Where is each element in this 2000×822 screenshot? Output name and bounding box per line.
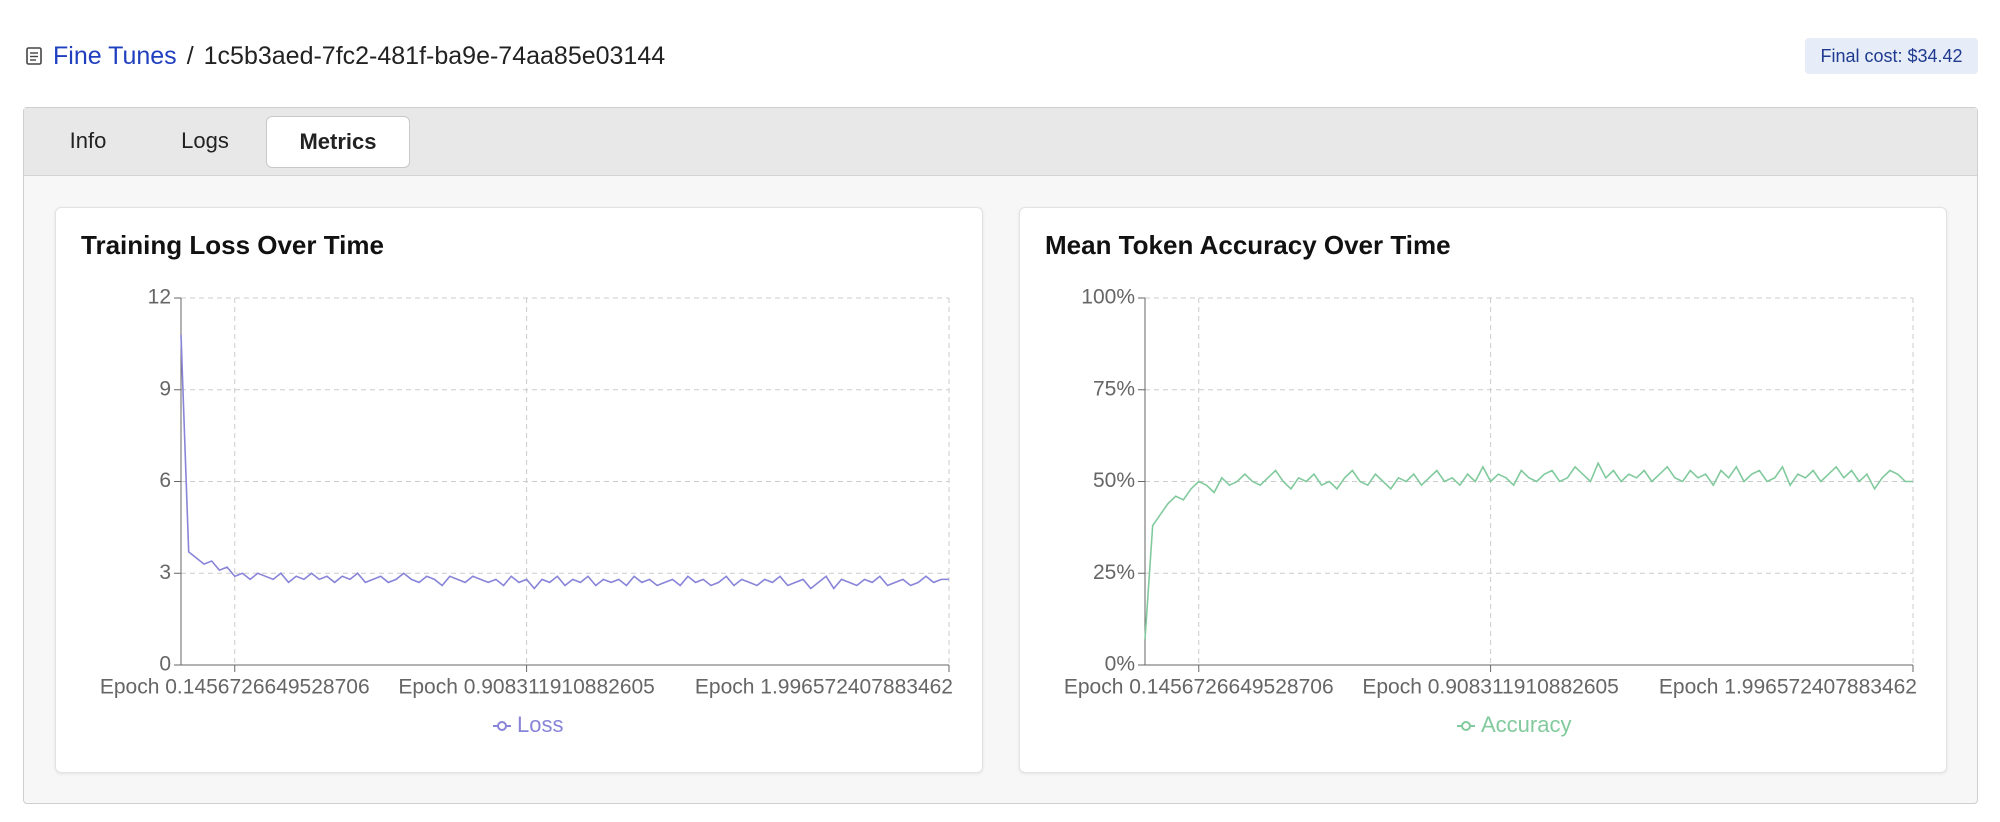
separator: /	[186, 41, 194, 70]
y-tick-label: 0	[159, 653, 171, 676]
legend-marker	[497, 721, 507, 731]
legend-marker	[1461, 721, 1471, 731]
chart-title: Training Loss Over Time	[81, 230, 384, 260]
y-tick-label: 6	[159, 469, 171, 492]
legend-label: Accuracy	[1481, 712, 1571, 737]
line-series	[180, 334, 949, 590]
tab[interactable]: Logs	[181, 128, 229, 153]
tab-panel: Info Logs Metrics Training Loss Over Tim…	[23, 107, 1978, 804]
breadcrumb-link[interactable]: Fine Tunes	[53, 41, 177, 70]
x-tick-label: Epoch 1.996572407883462	[1659, 676, 1917, 699]
tab[interactable]: Info	[69, 128, 107, 153]
line-series	[1144, 461, 1913, 640]
chart: Mean Token Accuracy Over Time 0% 25% 50% 75%…	[1045, 230, 1917, 737]
x-tick-label: Epoch 1.996572407883462	[695, 676, 953, 699]
x-tick-label: Epoch 0.1456726649528706	[1064, 676, 1334, 699]
x-tick-label: Epoch 0.908311910882605	[398, 676, 655, 699]
job-id: 1c5b3aed-7fc2-481f-ba9e-74aa85e03144	[203, 41, 666, 70]
chart-card: Training Loss Over Time 0 3 6 9 12 Epoch 0.145…	[55, 207, 983, 773]
legend-label: Loss	[517, 712, 563, 737]
y-tick-label: 75%	[1093, 377, 1135, 400]
y-tick-label: 3	[159, 561, 171, 584]
breadcrumb: Fine Tunes / 1c5b3aed-7fc2-481f-ba9e-74a…	[25, 38, 665, 74]
y-tick-label: 9	[159, 377, 171, 400]
cost-badge: Final cost: $34.42	[1805, 38, 1978, 74]
chart-title: Mean Token Accuracy Over Time	[1045, 230, 1451, 260]
chart-card: Mean Token Accuracy Over Time 0% 25% 50% 75%…	[1019, 207, 1947, 773]
x-tick-label: Epoch 0.1456726649528706	[100, 676, 370, 699]
y-tick-label: 0%	[1105, 653, 1135, 676]
x-tick-label: Epoch 0.908311910882605	[1362, 676, 1619, 699]
tab-active[interactable]: Metrics	[266, 116, 410, 168]
y-tick-label: 100%	[1081, 286, 1135, 309]
doc-icon	[26, 47, 42, 65]
chart: Training Loss Over Time 0 3 6 9 12 Epoch 0.145…	[81, 230, 953, 737]
y-tick-label: 12	[148, 286, 171, 309]
y-tick-label: 50%	[1093, 469, 1135, 492]
tab-bar: Info Logs Metrics	[24, 108, 1977, 176]
y-tick-label: 25%	[1093, 561, 1135, 584]
